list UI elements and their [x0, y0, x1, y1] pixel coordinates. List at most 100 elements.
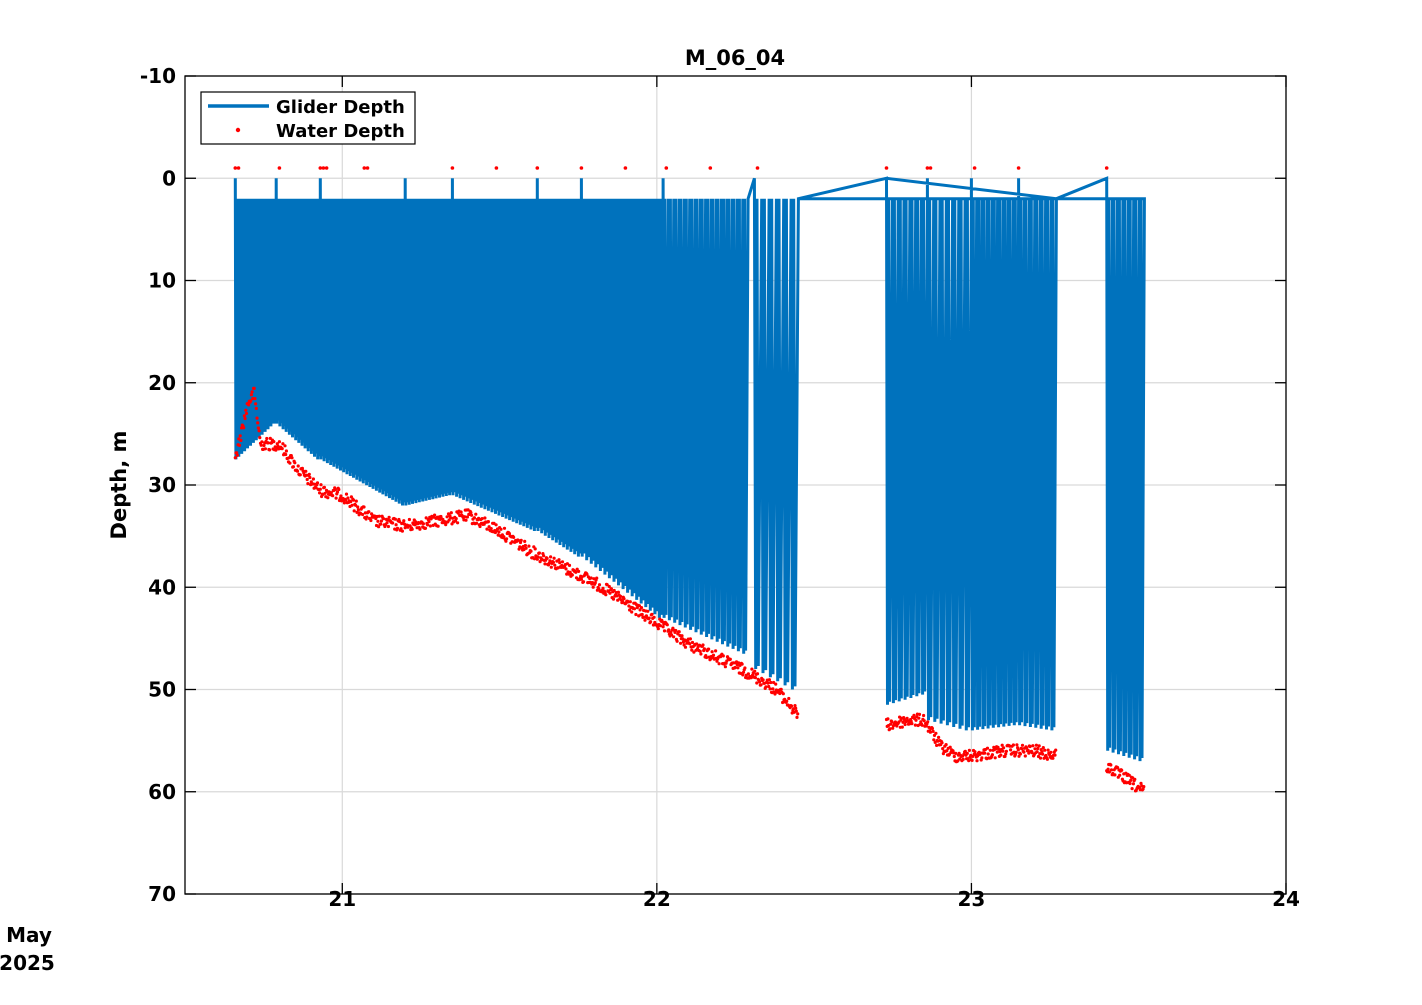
water-depth-point-968 [995, 750, 999, 754]
water-depth-point-721 [737, 661, 741, 665]
water-depth-point-140 [331, 494, 335, 498]
water-depth-point-45 [265, 436, 269, 441]
y-tick-label-0: -10 [140, 64, 176, 88]
x-tick-label-0: 21 [328, 887, 356, 911]
water-depth-point-1001 [1018, 752, 1023, 756]
x-tick-label-1: 22 [643, 887, 671, 911]
water-depth-point-367 [489, 527, 493, 531]
water-depth-point-756 [761, 678, 765, 682]
water-depth-point-927 [967, 759, 971, 763]
water-depth-point-600 [652, 615, 656, 619]
water-depth-point-424 [529, 549, 533, 553]
water-depth-point-955 [986, 752, 990, 756]
water-depth-point-399 [511, 535, 516, 540]
water-depth-point-854 [917, 716, 921, 720]
water-depth-point-35 [258, 436, 262, 440]
water-depth-point-549 [616, 590, 621, 594]
water-depth-point-1015 [1028, 744, 1032, 749]
water-surface-marker-14 [708, 166, 713, 170]
water-depth-point-189 [365, 515, 369, 519]
water-depth-point-129 [323, 491, 327, 495]
water-depth-point-587 [643, 618, 647, 622]
water-depth-point-536 [607, 584, 611, 589]
water-depth-point-672 [702, 647, 707, 651]
water-depth-point-621 [667, 628, 671, 632]
water-depth-point-106 [307, 472, 311, 476]
water-depth-point-345 [474, 512, 478, 516]
water-depth-point-236 [398, 520, 402, 524]
water-depth-point-516 [593, 581, 597, 585]
water-depth-point-716 [733, 665, 737, 670]
water-depth-point-378 [497, 530, 501, 534]
water-depth-point-451 [548, 559, 552, 563]
water-depth-point-625 [669, 633, 674, 637]
water-depth-point-844 [910, 722, 914, 726]
legend-water-label: Water Depth [276, 121, 405, 142]
water-depth-point-3 [235, 453, 239, 457]
water-surface-marker-9 [494, 166, 499, 170]
water-depth-point-797 [789, 704, 794, 708]
water-depth-point-19 [247, 403, 251, 407]
water-surface-marker-20 [1016, 166, 1021, 170]
water-depth-point-657 [692, 650, 696, 654]
water-depth-point-1018 [1030, 751, 1034, 755]
water-depth-point-89 [295, 469, 300, 473]
water-depth-point-970 [997, 747, 1001, 751]
axis-ticks [185, 75, 1287, 895]
water-depth-point-457 [552, 556, 556, 560]
water-depth-point-580 [638, 608, 642, 612]
water-depth-point-875 [931, 729, 935, 734]
y-tick-label-1: 0 [162, 166, 176, 190]
water-depth-point-894 [944, 743, 948, 747]
x-tick-label-3: 24 [1272, 887, 1300, 911]
water-depth-point-699 [721, 654, 725, 658]
water-depth-point-354 [480, 517, 484, 521]
water-depth-point-346 [474, 521, 479, 525]
water-depth-point-606 [656, 627, 660, 631]
water-depth-point-185 [362, 505, 366, 509]
water-surface-marker-11 [579, 166, 584, 170]
water-depth-point-41 [262, 443, 266, 448]
water-depth-point-32 [256, 421, 260, 425]
water-depth-point-24 [250, 390, 254, 394]
water-depth-point-310 [449, 511, 453, 515]
water-surface-marker-5 [324, 166, 329, 170]
water-depth-point-206 [377, 525, 381, 529]
water-depth-point-0 [233, 456, 237, 460]
water-depth-point-351 [478, 524, 482, 529]
water-depth-point-574 [634, 612, 638, 617]
water-depth-point-510 [589, 576, 593, 580]
water-depth-point-735 [746, 672, 751, 676]
water-depth-point-861 [922, 713, 926, 718]
water-depth-point-785 [781, 692, 785, 696]
water-depth-point-820 [893, 720, 898, 724]
water-depth-point-812 [888, 727, 892, 731]
water-depth-point-919 [961, 757, 965, 762]
water-depth-point-329 [463, 515, 467, 519]
water-depth-point-145 [334, 496, 338, 500]
water-depth-point-803 [794, 706, 798, 710]
water-surface-marker-18 [928, 166, 933, 170]
water-depth-point-49 [268, 448, 272, 452]
date-label-year: 2025 [0, 951, 55, 975]
water-depth-point-30 [254, 406, 258, 410]
water-depth-point-1048 [1051, 756, 1055, 760]
water-depth-point-270 [421, 522, 425, 526]
water-depth-point-1028 [1037, 744, 1041, 748]
water-depth-point-690 [715, 659, 719, 663]
water-depth-point-862 [922, 719, 926, 723]
water-depth-point-61 [276, 444, 280, 448]
water-depth-point-492 [577, 569, 581, 574]
y-tick-label-4: 30 [148, 473, 176, 497]
water-depth-point-1106 [1141, 787, 1145, 791]
water-surface-marker-1 [236, 166, 241, 170]
water-depth-point-889 [941, 747, 945, 751]
water-depth-point-709 [728, 657, 732, 661]
water-depth-point-666 [698, 649, 702, 653]
water-depth-point-888 [940, 741, 944, 745]
water-depth-point-1033 [1041, 752, 1045, 756]
chart-title: M_06_04 [685, 46, 785, 70]
water-depth-point-250 [407, 517, 411, 522]
water-depth-point-324 [459, 510, 463, 514]
water-depth-point-389 [505, 537, 509, 541]
